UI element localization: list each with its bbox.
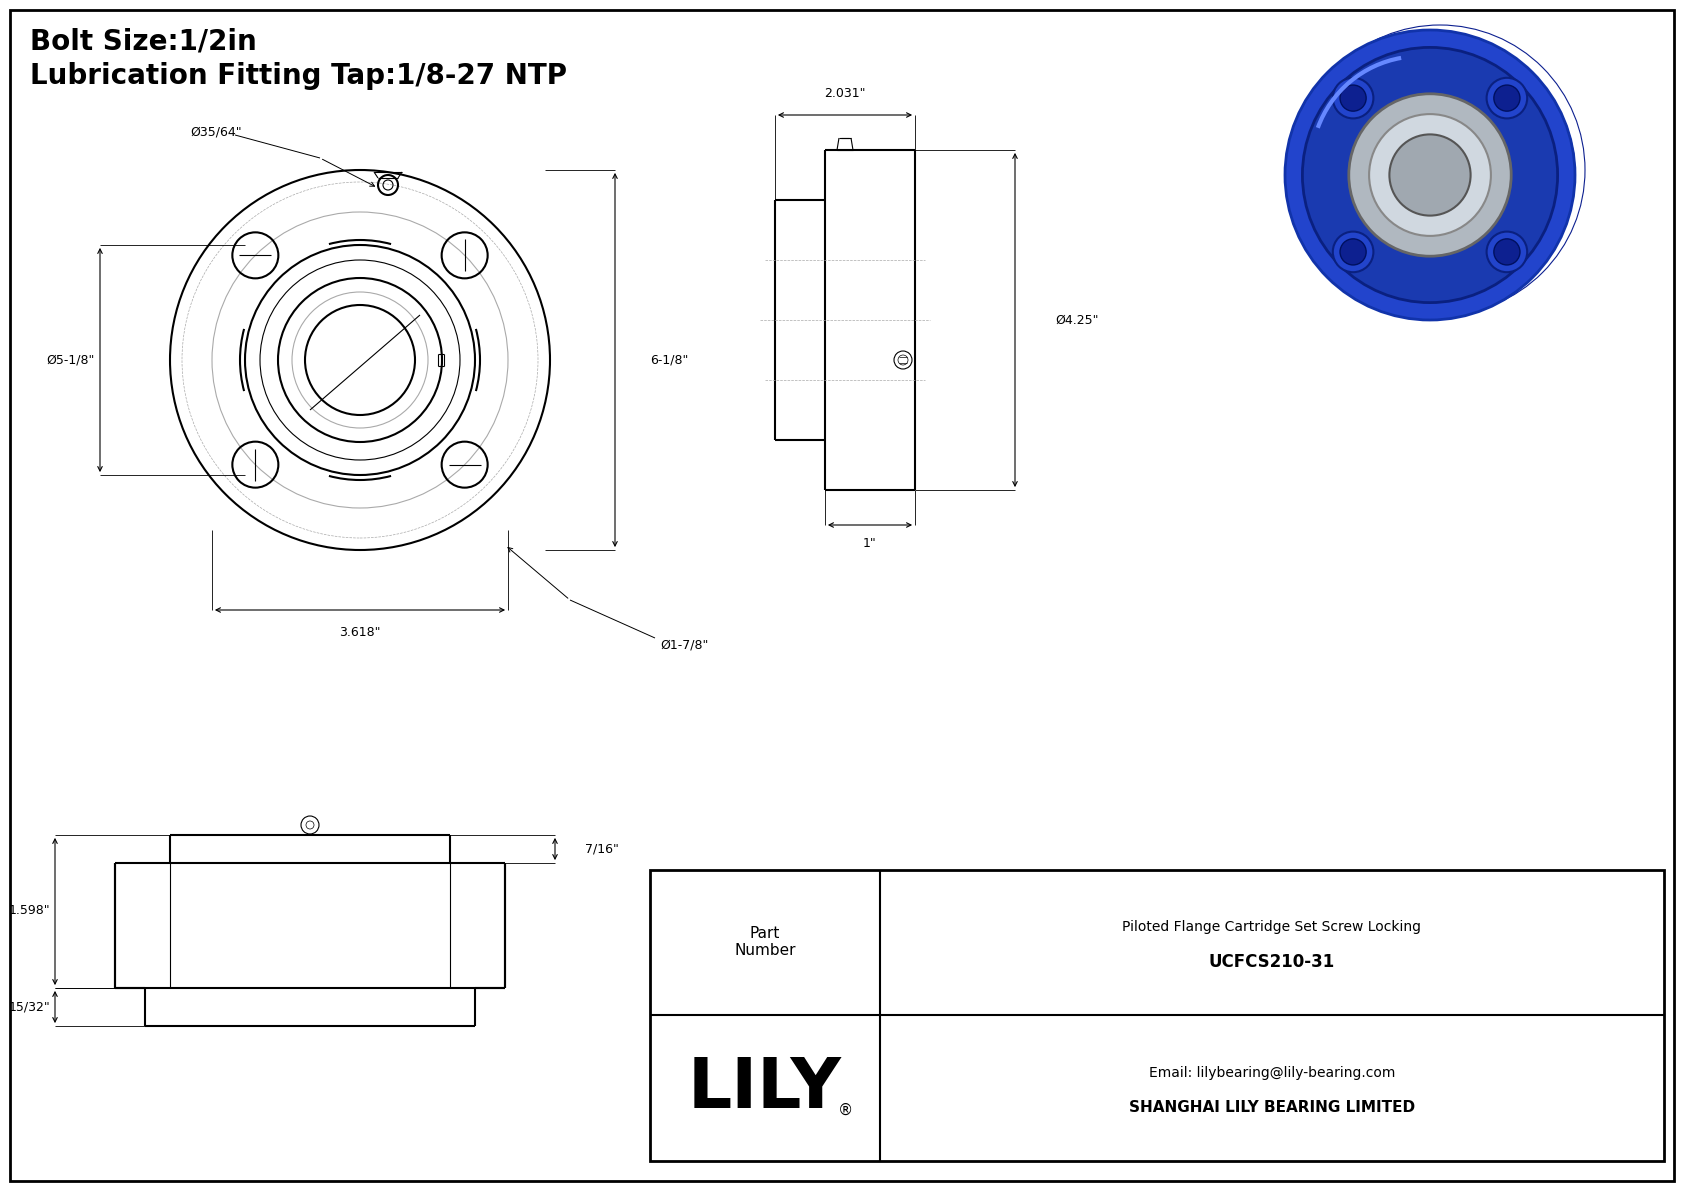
Circle shape [1349, 94, 1511, 256]
Circle shape [1494, 85, 1521, 111]
Text: 6-1/8": 6-1/8" [650, 354, 689, 367]
Text: SHANGHAI LILY BEARING LIMITED: SHANGHAI LILY BEARING LIMITED [1128, 1100, 1415, 1116]
Circle shape [1369, 114, 1490, 236]
Text: LILY: LILY [689, 1054, 842, 1122]
Text: 7/16": 7/16" [584, 842, 620, 855]
Text: Piloted Flange Cartridge Set Screw Locking: Piloted Flange Cartridge Set Screw Locki… [1123, 919, 1421, 934]
Text: Ø1-7/8": Ø1-7/8" [660, 638, 709, 651]
Circle shape [1494, 239, 1521, 264]
Text: Ø5-1/8": Ø5-1/8" [47, 354, 94, 367]
Text: Bolt Size:1/2in: Bolt Size:1/2in [30, 29, 256, 56]
Text: ®: ® [837, 1103, 852, 1117]
Text: Ø35/64": Ø35/64" [190, 125, 241, 138]
Text: Email: lilybearing@lily-bearing.com: Email: lilybearing@lily-bearing.com [1148, 1066, 1394, 1080]
Circle shape [1332, 231, 1374, 273]
Text: Ø4.25": Ø4.25" [1054, 313, 1098, 326]
Text: 1.598": 1.598" [8, 904, 51, 917]
Circle shape [1332, 77, 1374, 118]
Bar [650, 869, 1664, 1161]
Circle shape [1302, 48, 1558, 303]
Text: 1": 1" [864, 537, 877, 550]
Text: 2.031": 2.031" [823, 87, 866, 100]
Circle shape [1340, 239, 1366, 264]
Text: 3.618": 3.618" [338, 626, 381, 640]
Circle shape [1487, 231, 1527, 273]
Circle shape [1285, 30, 1575, 320]
Text: Part
Number: Part Number [734, 925, 797, 959]
Circle shape [1389, 135, 1470, 216]
Circle shape [1340, 85, 1366, 111]
Text: Lubrication Fitting Tap:1/8-27 NTP: Lubrication Fitting Tap:1/8-27 NTP [30, 62, 568, 91]
Circle shape [1487, 77, 1527, 118]
Text: 15/32": 15/32" [8, 1000, 51, 1014]
Text: UCFCS210-31: UCFCS210-31 [1209, 953, 1335, 971]
